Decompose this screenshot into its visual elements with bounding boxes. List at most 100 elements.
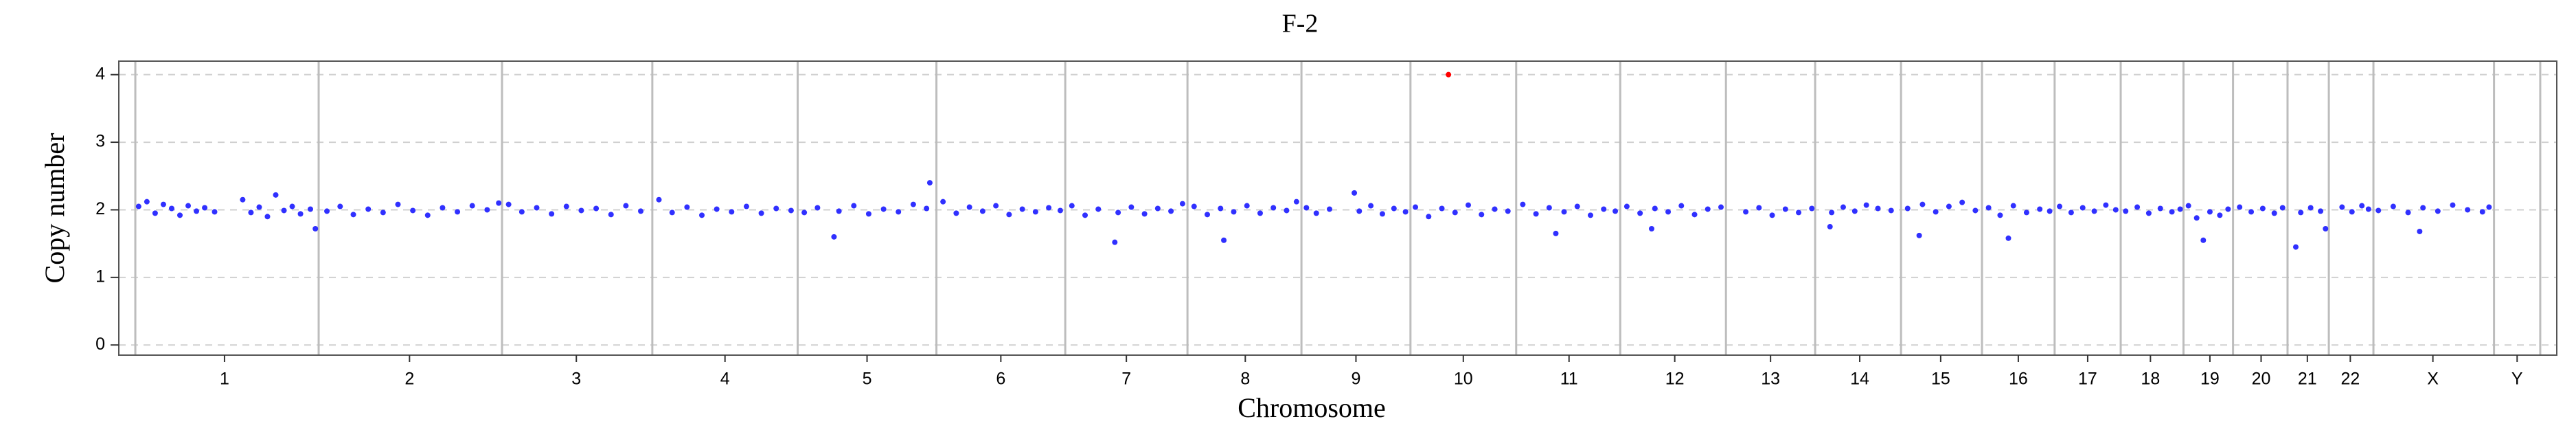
x-tick-label: 4 [720, 370, 730, 389]
data-point [2207, 209, 2213, 215]
data-point [1601, 206, 1607, 212]
data-point [2169, 209, 2175, 215]
data-point [324, 208, 330, 214]
data-point [505, 201, 512, 207]
data-point [1533, 211, 1539, 217]
data-point [212, 209, 218, 215]
data-point [1326, 206, 1332, 212]
data-point [979, 208, 985, 214]
data-point [2177, 206, 2183, 212]
data-point [1959, 199, 1965, 205]
data-point [1985, 205, 1992, 211]
data-point [1313, 210, 1319, 216]
data-point [1446, 71, 1452, 78]
data-point [337, 203, 343, 210]
data-point [2323, 226, 2329, 232]
data-point [1179, 201, 1185, 207]
data-point [168, 205, 174, 212]
data-point [2123, 208, 2129, 214]
data-point [1946, 203, 1952, 210]
data-point [2292, 244, 2299, 250]
x-tick-label: 10 [1454, 370, 1473, 389]
data-point [953, 210, 959, 216]
data-point [1112, 239, 1118, 245]
data-point [729, 209, 735, 215]
data-point [2225, 206, 2231, 212]
data-point [924, 205, 930, 212]
data-point [1553, 230, 1559, 236]
data-point [240, 196, 246, 203]
data-point [2047, 208, 2053, 214]
data-point [1875, 205, 1881, 212]
data-point [1718, 204, 1724, 210]
data-point [1756, 205, 1762, 211]
x-tick-label: 11 [1560, 370, 1578, 389]
data-point [1426, 214, 1432, 220]
data-point [1466, 202, 1472, 208]
data-point [281, 207, 287, 214]
data-point [2417, 228, 2423, 234]
point-layer [135, 71, 2492, 250]
data-point [2405, 210, 2411, 216]
data-point [1095, 206, 1102, 212]
chart-title: F-2 [1282, 10, 1319, 38]
data-point [549, 211, 555, 217]
data-point [350, 212, 356, 218]
data-point [773, 205, 779, 212]
data-point [2365, 206, 2371, 212]
x-tick-label: 9 [1352, 370, 1361, 389]
data-point [1561, 209, 1567, 215]
data-point [297, 211, 304, 217]
data-point [2200, 237, 2207, 243]
data-point [2010, 203, 2016, 209]
data-point [608, 212, 614, 218]
data-point [638, 208, 644, 214]
x-tick-label: 5 [863, 370, 872, 389]
data-point [940, 199, 946, 205]
data-point [2435, 208, 2441, 214]
x-tick-label: 22 [2340, 370, 2360, 389]
data-point [1270, 205, 1277, 211]
data-point [1637, 210, 1643, 216]
x-tick-label: 13 [1761, 370, 1780, 389]
y-tick-label: 2 [95, 199, 105, 218]
data-point [395, 201, 401, 207]
data-point [273, 192, 279, 198]
data-point [1505, 208, 1511, 214]
data-point [1356, 208, 1363, 214]
data-point [1019, 206, 1025, 212]
grid-layer [119, 73, 2557, 346]
data-point [2145, 210, 2152, 216]
data-point [684, 204, 690, 210]
y-tick-label: 4 [95, 64, 105, 83]
data-point [176, 212, 183, 218]
data-point [656, 196, 662, 203]
y-axis-label: Copy number [39, 133, 70, 284]
data-point [1997, 212, 2003, 218]
x-tick-label: 1 [220, 370, 229, 389]
data-point [1863, 202, 1869, 208]
data-point [1032, 209, 1038, 215]
data-point [1352, 190, 1358, 196]
data-point [144, 199, 150, 205]
data-point [2339, 204, 2345, 210]
data-point [814, 205, 821, 211]
data-point [1046, 205, 1052, 211]
data-point [1829, 210, 1835, 216]
data-point [801, 210, 808, 216]
data-point [1413, 204, 1419, 210]
y-tick-label: 3 [95, 132, 105, 151]
data-point [1479, 212, 1485, 218]
data-point [1678, 203, 1685, 209]
data-point [758, 210, 764, 216]
data-point [1244, 203, 1250, 209]
data-point [518, 209, 525, 215]
data-point [202, 205, 208, 211]
data-point [2349, 209, 2355, 215]
data-point [152, 210, 158, 216]
data-point [1888, 207, 1894, 214]
data-point [1191, 203, 1197, 210]
data-point [2248, 209, 2255, 215]
